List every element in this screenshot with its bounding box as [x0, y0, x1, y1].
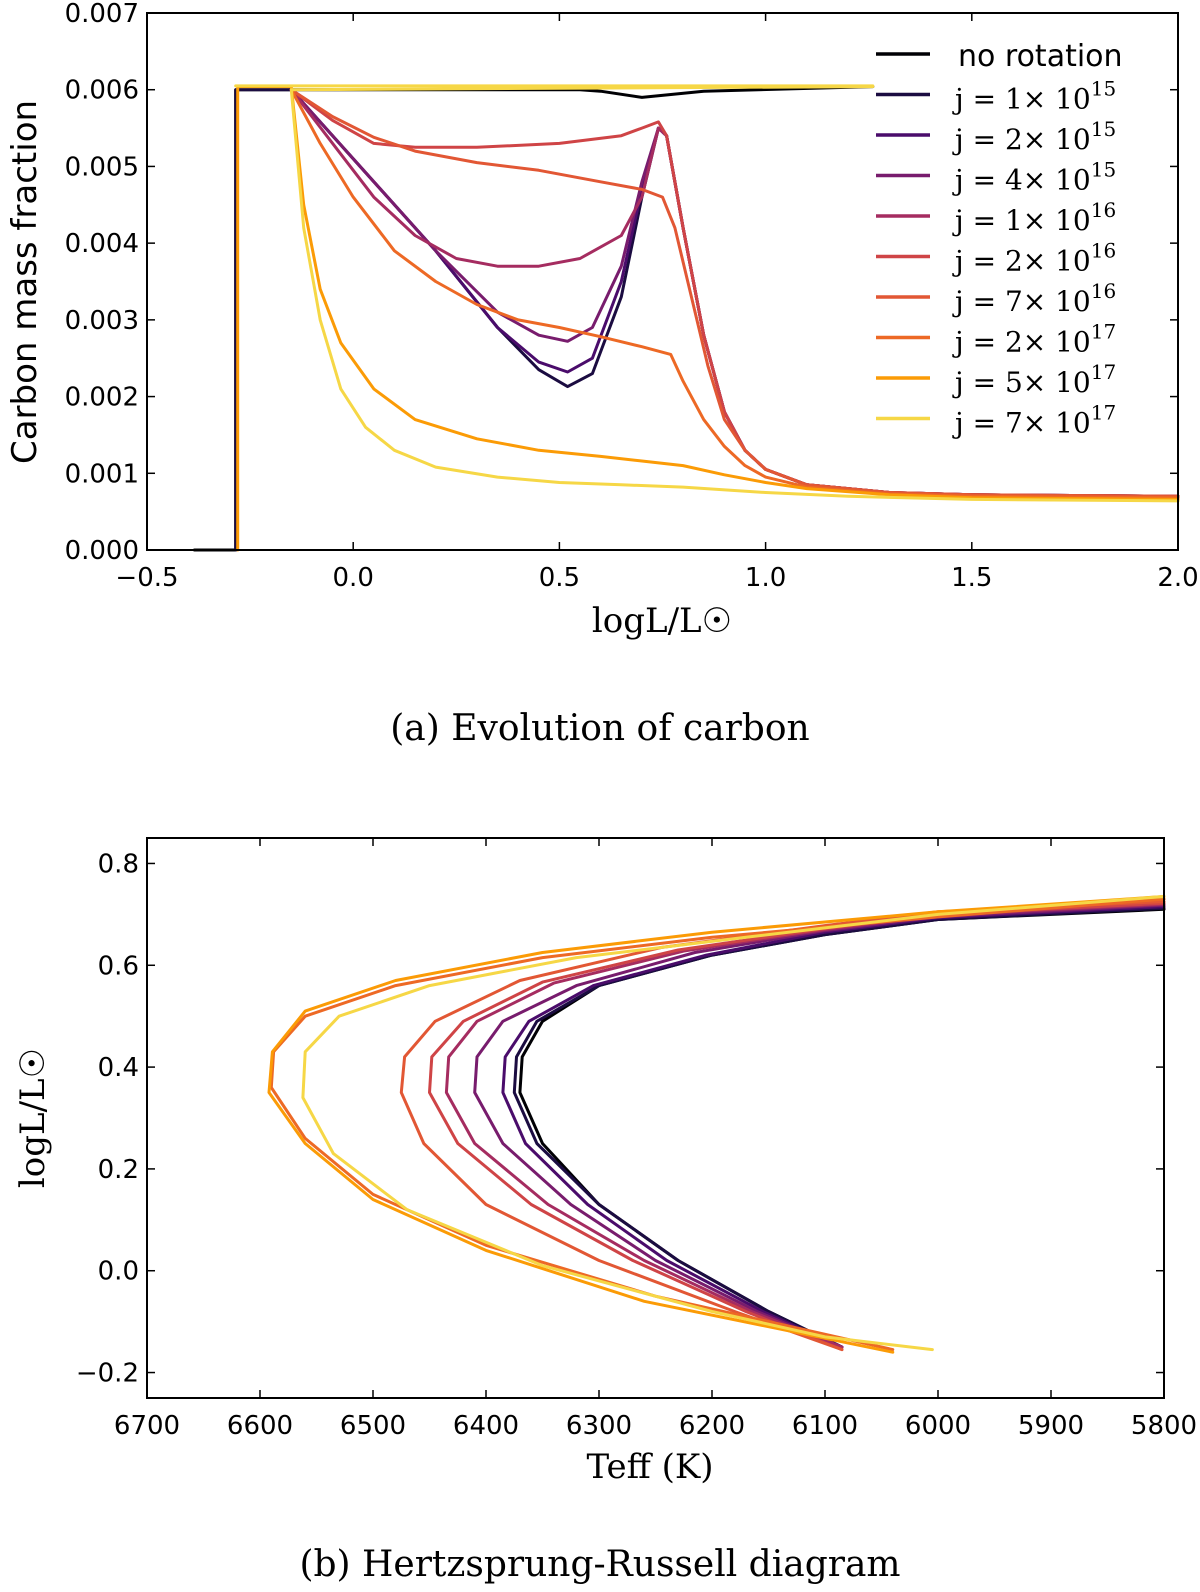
- hr-series-line-4: [444, 902, 1166, 1349]
- carbon-series-line-6: [289, 88, 1180, 498]
- legend-label-base: j = 7× 10: [952, 407, 1091, 440]
- hr-x-tick-label: 6300: [566, 1411, 632, 1441]
- hr-y-tick-label: 0.0: [98, 1257, 139, 1287]
- hr-diagram-chart: 6700 6600 6500 6400 6300 6200 6100 6000 5900 5800…: [13, 837, 1197, 1585]
- hr-axis-ticks: 6700 6600 6500 6400 6300 6200 6100 6000 5900 5800…: [76, 838, 1197, 1441]
- hr-x-tick-label: 6200: [679, 1411, 745, 1441]
- legend-label-exponent: 17: [1091, 401, 1116, 425]
- hr-x-tick-label: 6000: [905, 1411, 971, 1441]
- legend-label-exponent: 15: [1091, 117, 1116, 141]
- carbon-y-tick-label: 0.001: [65, 459, 139, 489]
- legend-label-base: j = 5× 10: [952, 366, 1091, 399]
- legend-label-base: j = 7× 10: [952, 285, 1091, 318]
- carbon-y-tick-label: 0.003: [65, 306, 139, 336]
- legend-label-0: no rotation: [958, 39, 1123, 74]
- hr-series-line-1: [512, 906, 1166, 1349]
- carbon-x-axis-label: logL/L☉: [592, 601, 732, 641]
- carbon-x-tick-label: 0.5: [539, 563, 580, 593]
- carbon-series-line-1: [234, 88, 1180, 552]
- hr-x-axis-label: Teff (K): [586, 1447, 713, 1487]
- carbon-evolution-chart: −0.5 0.0 0.5 1.0 1.5 2.0 0.000 0.001 0.002 0.003 0…: [5, 0, 1199, 749]
- legend-label-6: j = 7× 1016: [952, 279, 1116, 318]
- hr-x-tick-label: 6500: [340, 1411, 406, 1441]
- legend-label-3: j = 4× 1015: [952, 158, 1116, 197]
- hr-y-tick-label: −0.2: [76, 1359, 139, 1389]
- hr-y-tick-label: 0.2: [98, 1155, 139, 1185]
- hr-plot-frame: [146, 837, 1165, 1399]
- hr-x-tick-label: 5900: [1018, 1411, 1084, 1441]
- hr-series-lines: [267, 895, 1166, 1354]
- hr-y-tick-label: 0.6: [98, 951, 139, 981]
- legend-label-exponent: 17: [1091, 360, 1116, 384]
- carbon-y-axis-label: Carbon mass fraction: [5, 100, 45, 464]
- legend-label-8: j = 5× 1017: [952, 360, 1116, 399]
- legend-label-4: j = 1× 1016: [952, 198, 1116, 237]
- carbon-y-tick-label: 0.000: [65, 536, 139, 566]
- legend-label-exponent: 15: [1091, 158, 1116, 182]
- legend-label-exponent: 16: [1091, 279, 1116, 303]
- carbon-x-tick-label: 1.0: [745, 563, 786, 593]
- hr-y-axis-label: logL/L☉: [13, 1048, 53, 1188]
- hr-caption: (b) Hertzsprung-Russell diagram: [299, 1544, 900, 1585]
- hr-x-tick-label: 6100: [792, 1411, 858, 1441]
- hr-y-tick-label: 0.8: [98, 849, 139, 879]
- carbon-series-lines: [192, 84, 1180, 552]
- carbon-series-line-9: [234, 84, 1180, 503]
- carbon-axis-ticks: −0.5 0.0 0.5 1.0 1.5 2.0 0.000 0.001 0.002 0.003 0…: [65, 0, 1199, 593]
- carbon-plot-frame: [146, 12, 1179, 551]
- legend-label-base: j = 2× 10: [952, 326, 1091, 359]
- carbon-caption: (a) Evolution of carbon: [390, 708, 809, 749]
- carbon-x-tick-label: 0.0: [333, 563, 374, 593]
- carbon-y-tick-label: 0.007: [65, 0, 139, 29]
- legend-label-exponent: 16: [1091, 198, 1116, 222]
- hr-x-tick-label: 6700: [114, 1411, 180, 1441]
- legend-label-5: j = 2× 1016: [952, 239, 1116, 278]
- legend-label-2: j = 2× 1015: [952, 117, 1116, 156]
- carbon-series-line-8: [236, 85, 1180, 552]
- hr-x-tick-label: 5800: [1131, 1411, 1197, 1441]
- legend-label-exponent: 15: [1091, 77, 1116, 101]
- carbon-x-tick-label: 2.0: [1157, 563, 1198, 593]
- legend-label-exponent: 16: [1091, 239, 1116, 263]
- legend-label-base: j = 1× 10: [952, 204, 1091, 237]
- carbon-series-line-7: [289, 88, 1180, 500]
- legend-label-base: j = 2× 10: [952, 245, 1091, 278]
- carbon-x-tick-label: −0.5: [115, 563, 178, 593]
- carbon-y-tick-label: 0.005: [65, 152, 139, 182]
- legend-label-base: j = 2× 10: [952, 123, 1091, 156]
- legend-label-1: j = 1× 1015: [952, 77, 1116, 116]
- legend-label-base: j = 1× 10: [952, 83, 1091, 116]
- hr-series-line-9: [301, 895, 1166, 1352]
- legend-label-7: j = 2× 1017: [952, 320, 1116, 359]
- legend-label-exponent: 17: [1091, 320, 1116, 344]
- legend-label-9: j = 7× 1017: [952, 401, 1116, 440]
- hr-x-tick-label: 6600: [227, 1411, 293, 1441]
- carbon-y-tick-label: 0.002: [65, 383, 139, 413]
- carbon-y-tick-label: 0.006: [65, 76, 139, 106]
- hr-series-line-8: [267, 895, 1166, 1354]
- carbon-y-tick-label: 0.004: [65, 229, 139, 259]
- legend-label-base: j = 4× 10: [952, 164, 1091, 197]
- carbon-x-tick-label: 1.5: [951, 563, 992, 593]
- hr-series-line-5: [428, 901, 1166, 1352]
- hr-y-tick-label: 0.4: [98, 1053, 139, 1083]
- hr-x-tick-label: 6400: [453, 1411, 519, 1441]
